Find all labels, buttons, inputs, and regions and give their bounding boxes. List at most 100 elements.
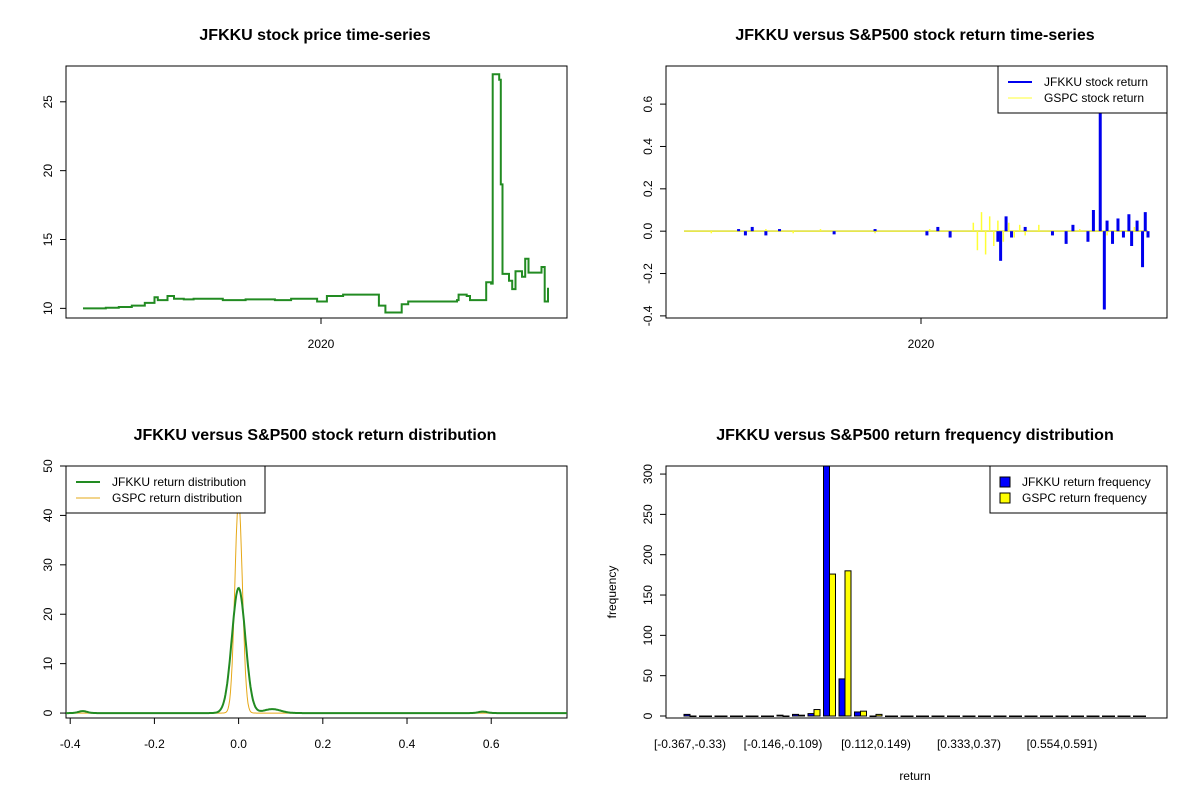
frequency-bar: [699, 715, 706, 717]
frequency-bar: [1108, 715, 1115, 717]
plot-frame: [665, 465, 1168, 719]
frequency-bar: [1024, 715, 1032, 717]
legend-label: JFKKU return frequency: [1022, 475, 1151, 489]
x-tick-label: 2020: [908, 337, 935, 351]
frequency-bar: [885, 715, 892, 717]
frequency-bar: [854, 711, 861, 717]
frequency-bar: [1092, 715, 1100, 717]
plot-frame: [65, 465, 568, 719]
y-tick-label: 50: [41, 459, 55, 473]
frequency-bar: [751, 715, 759, 717]
frequency-bar: [900, 715, 908, 717]
y-tick-label: 100: [641, 625, 655, 645]
chart-title: JFKKU versus S&P500 stock return time-se…: [735, 27, 1094, 44]
frequency-bar: [953, 715, 960, 717]
y-tick-label: 10: [41, 657, 55, 671]
frequency-bar: [745, 715, 753, 717]
return-timeseries-panel: JFKKU versus S&P500 stock return time-se…: [641, 27, 1168, 351]
frequency-bar: [922, 715, 929, 717]
y-tick-label: 0.0: [641, 223, 655, 240]
frequency-bar: [798, 714, 805, 717]
frequency-bar: [823, 465, 830, 717]
frequency-bar: [807, 713, 815, 717]
y-tick-label: 15: [41, 233, 55, 247]
legend-label: GSPC stock return: [1044, 91, 1144, 105]
y-tick-label: 0.6: [641, 95, 655, 112]
frequency-bar: [1077, 715, 1084, 717]
frequency-bar: [1139, 715, 1146, 717]
frequency-bar: [730, 715, 737, 717]
frequency-bar: [720, 715, 728, 717]
y-tick-label: 20: [41, 164, 55, 178]
frequency-bar: [776, 714, 784, 717]
legend-box: [989, 465, 1168, 514]
frequency-bar: [838, 678, 846, 717]
chart-title: JFKKU stock price time-series: [199, 27, 430, 44]
y-tick-label: 0.4: [641, 138, 655, 155]
frequency-bar: [869, 715, 877, 717]
y-tick-label: 40: [41, 508, 55, 522]
x-tick-label: [0.554,0.591): [1027, 737, 1098, 751]
frequency-bar: [1086, 715, 1094, 717]
frequency-bar: [875, 713, 883, 717]
frequency-bar: [1015, 715, 1022, 717]
x-axis-label: return: [899, 769, 930, 783]
frequency-bar: [1123, 715, 1131, 717]
frequency-bar: [1133, 715, 1140, 717]
frequency-bar: [947, 715, 954, 717]
frequency-bar: [792, 713, 799, 717]
legend-label: JFKKU return distribution: [112, 475, 246, 489]
frequency-bar: [860, 710, 867, 717]
y-tick-label: 0.2: [641, 180, 655, 197]
chart-title: JFKKU versus S&P500 stock return distrib…: [134, 427, 497, 444]
y-tick-label: 150: [641, 585, 655, 605]
x-tick-label: 0.0: [230, 737, 247, 751]
x-tick-label: -0.4: [60, 737, 81, 751]
frequency-bar: [1102, 715, 1109, 717]
y-tick-label: 300: [641, 464, 655, 484]
frequency-bar: [689, 715, 697, 717]
frequency-bar: [931, 715, 939, 717]
legend-label: GSPC return distribution: [112, 491, 242, 505]
frequency-bar: [1040, 715, 1047, 717]
frequency-bar: [767, 715, 774, 717]
x-tick-label: 2020: [308, 337, 335, 351]
frequency-bar: [782, 715, 790, 717]
legend-label: GSPC return frequency: [1022, 491, 1147, 505]
frequency-bar: [906, 715, 914, 717]
x-tick-label: -0.2: [144, 737, 165, 751]
frequency-bar: [714, 715, 722, 717]
y-tick-label: 30: [41, 558, 55, 572]
frequency-bar: [844, 570, 852, 717]
legend-swatch: [999, 476, 1011, 488]
frequency-bar: [1117, 715, 1125, 717]
chart-title: JFKKU versus S&P500 return frequency dis…: [716, 427, 1113, 444]
frequency-bar: [1030, 715, 1038, 717]
frequency-bar: [984, 715, 991, 717]
frequency-bar: [736, 715, 743, 717]
y-tick-label: 200: [641, 544, 655, 564]
x-tick-label: 0.4: [399, 737, 416, 751]
frequency-bar: [968, 715, 976, 717]
frequency-bar: [1061, 715, 1069, 717]
price-line: [83, 73, 549, 314]
frequency-bar: [813, 709, 821, 717]
y-tick-label: -0.2: [641, 263, 655, 284]
frequency-bar: [891, 715, 898, 717]
y-axis-label: frequency: [605, 566, 619, 619]
y-tick-label: 20: [41, 607, 55, 621]
frequency-bar: [829, 573, 836, 717]
x-tick-label: [0.333,0.37): [937, 737, 1001, 751]
x-tick-label: [-0.146,-0.109): [744, 737, 823, 751]
frequency-bar: [962, 715, 970, 717]
return-distribution-panel: JFKKU versus S&P500 stock return distrib…: [41, 427, 568, 751]
y-tick-label: -0.4: [641, 305, 655, 326]
density-line: [66, 586, 567, 715]
y-tick-label: 0: [41, 709, 55, 716]
frequency-bar: [1046, 715, 1053, 717]
frequency-bar: [1055, 715, 1063, 717]
frequency-bar: [937, 715, 945, 717]
y-tick-label: 250: [641, 504, 655, 524]
x-tick-label: 0.2: [314, 737, 331, 751]
